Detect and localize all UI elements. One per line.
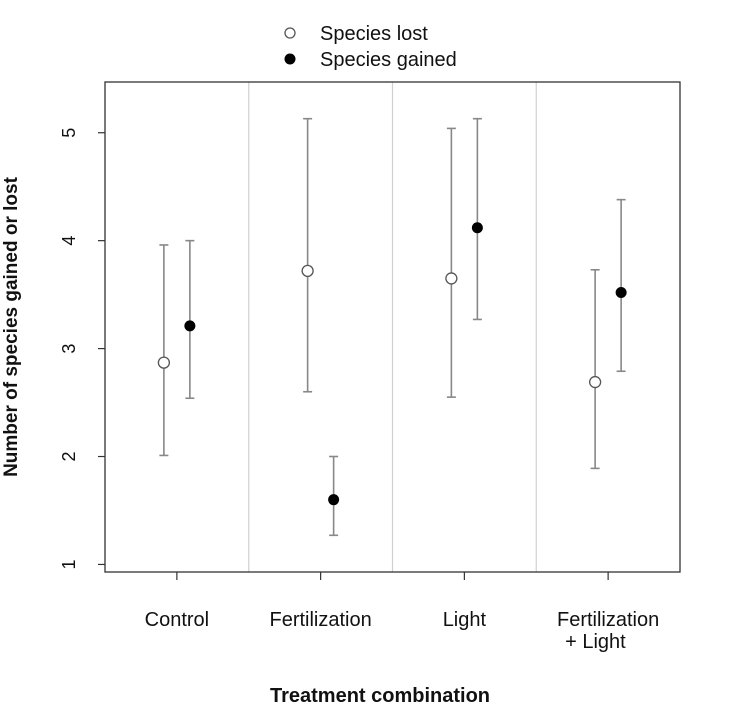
y-tick-label: 5 (59, 128, 79, 138)
y-axis-label: Number of species gained or lost (1, 176, 22, 477)
x-tick-label: Fertilization + Light (557, 609, 659, 653)
x-axis: Control Fertilization Light Fertilization + … (145, 572, 659, 653)
x-tick-label: Control (145, 609, 209, 631)
legend: Species lost Species gained (284, 23, 457, 71)
y-tick-label: 3 (59, 344, 79, 354)
x-tick-label: Light (443, 609, 487, 631)
legend-label-lost: Species lost (320, 23, 428, 45)
data-point-species-gained (471, 222, 483, 234)
data-point-species-gained (184, 320, 196, 332)
x-tick-label: Fertilization (269, 609, 371, 631)
legend-marker-lost (284, 27, 296, 39)
data-point-species-lost (588, 375, 602, 389)
data-point-species-lost (445, 272, 458, 285)
y-tick-label: 1 (59, 559, 79, 569)
data-point-species-gained (328, 494, 340, 506)
y-axis: 1 2 3 4 5 (59, 128, 105, 569)
plot-frame (104, 81, 681, 573)
plot-area (157, 82, 627, 572)
data-point-species-gained (615, 286, 627, 298)
y-tick-label: 4 (59, 236, 79, 246)
x-axis-label: Treatment combination (270, 685, 490, 707)
data-point-species-lost (157, 356, 171, 369)
legend-label-gained: Species gained (320, 49, 457, 71)
data-point-species-lost (301, 264, 314, 278)
legend-marker-gained (284, 53, 296, 65)
y-tick-label: 2 (59, 452, 79, 462)
